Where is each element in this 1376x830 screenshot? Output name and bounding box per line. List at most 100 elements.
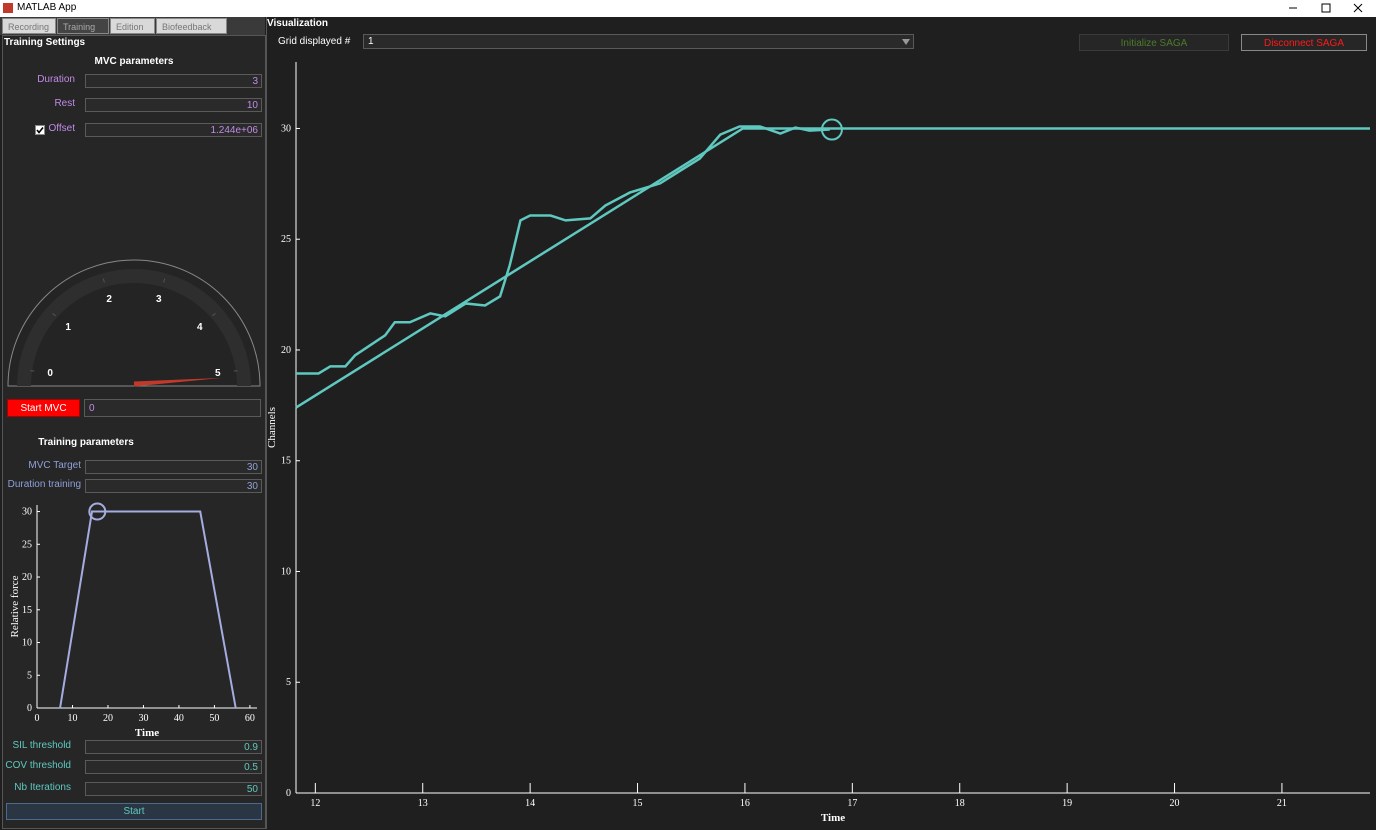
- current-marker: [88, 502, 107, 521]
- field-box[interactable]: 30: [85, 479, 262, 493]
- field-label: COV threshold: [5, 760, 71, 771]
- gauge-needle: [133, 377, 222, 387]
- y-tick-label: 30: [22, 507, 32, 518]
- x-tick-label: 0: [35, 713, 40, 724]
- field-value: 1.244e+06: [210, 125, 258, 136]
- gauge-tick: [52, 313, 56, 317]
- field-box[interactable]: 1.244e+06: [85, 123, 262, 137]
- field-box[interactable]: 0.5: [85, 760, 262, 774]
- y-tick-label: 10: [22, 638, 32, 649]
- grid-label: Grid displayed #: [278, 36, 351, 47]
- gauge-tick: [102, 278, 105, 283]
- panel-title: Training Settings: [4, 37, 86, 48]
- initialize-button[interactable]: Initialize SAGA: [1079, 34, 1229, 51]
- x-tick-label: 20: [1170, 798, 1180, 809]
- field-box[interactable]: 3: [85, 74, 262, 88]
- gauge: 0 1 2 3 4 5: [7, 259, 261, 387]
- y-axis-label: Relative force: [9, 575, 21, 637]
- app-icon: [3, 3, 13, 13]
- y-tick-label: 0: [286, 788, 291, 799]
- y-tick-label: 20: [22, 572, 32, 583]
- field-value: 10: [246, 100, 258, 111]
- settings-panel: [2, 35, 266, 829]
- field-label: Duration training: [7, 479, 81, 490]
- x-tick-label: 14: [525, 798, 535, 809]
- field-value: 0.9: [244, 742, 258, 753]
- x-axis-label: Time: [821, 812, 845, 824]
- tab[interactable]: Recording: [2, 18, 56, 34]
- window-title: MATLAB App: [17, 2, 77, 13]
- field-label: Duration: [37, 74, 75, 85]
- checkbox[interactable]: [35, 125, 45, 135]
- line-chart: 0 5 10 15 20 25 30 12 13 14 15 16 17 18 19 20 21 Time Chan…: [266, 62, 1370, 824]
- result-box[interactable]: 0: [84, 399, 261, 417]
- y-tick-label: 0: [27, 703, 32, 714]
- y-tick-label: 10: [281, 566, 291, 577]
- title-bar: [0, 0, 1376, 17]
- field-box[interactable]: 10: [85, 98, 262, 112]
- gauge-ring: [17, 269, 251, 387]
- y-tick-label: 30: [281, 123, 291, 134]
- field-label: Rest: [54, 98, 75, 109]
- y-tick-label: 5: [27, 670, 32, 681]
- field-value: 50: [246, 784, 258, 795]
- field-box[interactable]: 50: [85, 782, 262, 796]
- start-mvc-button[interactable]: Start MVC: [7, 399, 80, 417]
- y-axis-label: Channels: [266, 407, 278, 448]
- field-value: 0.5: [244, 762, 258, 773]
- visualization-panel: [266, 17, 1376, 829]
- checkbox-tick: [36, 127, 44, 134]
- x-tick-label: 21: [1277, 798, 1287, 809]
- x-tick-label: 10: [67, 713, 77, 724]
- close-icon: [1353, 3, 1363, 13]
- field-box[interactable]: 30: [85, 460, 262, 474]
- field-value: 3: [252, 76, 258, 87]
- x-tick-label: 15: [633, 798, 643, 809]
- x-tick-label: 60: [245, 713, 255, 724]
- x-tick-label: 17: [847, 798, 857, 809]
- x-tick-label: 30: [138, 713, 148, 724]
- section-title: MVC parameters: [94, 56, 174, 67]
- field-label: Offset: [48, 123, 76, 134]
- y-tick-label: 25: [281, 234, 291, 245]
- maximize-icon: [1321, 3, 1331, 13]
- field-label: SIL threshold: [12, 740, 71, 751]
- x-tick-label: 12: [310, 798, 320, 809]
- start-button[interactable]: Start: [6, 803, 262, 820]
- x-tick-label: 40: [174, 713, 184, 724]
- data-line: [296, 125, 830, 375]
- data-line: [59, 510, 237, 709]
- tab[interactable]: Biofeedback: [156, 18, 227, 34]
- window-controls: [1289, 3, 1363, 13]
- data-line: [295, 127, 1370, 409]
- x-tick-label: 20: [103, 713, 113, 724]
- gauge-tick-label: 0: [47, 368, 53, 379]
- field-box[interactable]: 0.9: [85, 740, 262, 754]
- line-chart: 0 5 10 15 20 25 30 0 10 20 30 40 50 60 Time Relative fo…: [9, 502, 257, 739]
- x-tick-label: 50: [209, 713, 219, 724]
- tab[interactable]: Edition: [110, 18, 155, 34]
- grid-dropdown[interactable]: 1: [363, 34, 914, 49]
- gauge-tick: [163, 278, 166, 283]
- tab[interactable]: Training: [57, 18, 109, 34]
- x-axis-label: Time: [135, 727, 159, 739]
- result-value: 0: [89, 403, 95, 414]
- y-tick-label: 15: [22, 605, 32, 616]
- x-tick-label: 18: [955, 798, 965, 809]
- y-tick-label: 20: [281, 345, 291, 356]
- field-value: 30: [246, 462, 258, 473]
- gauge-tick: [212, 313, 216, 317]
- y-tick-label: 25: [22, 539, 32, 550]
- section-title: Training parameters: [38, 437, 134, 448]
- field-label: MVC Target: [28, 460, 81, 471]
- disconnect-button[interactable]: Disconnect SAGA: [1241, 34, 1367, 51]
- x-tick-label: 16: [740, 798, 750, 809]
- gauge-tick-label: 1: [65, 322, 71, 333]
- gauge-tick-label: 2: [106, 294, 112, 305]
- visualization-title: Visualization: [267, 18, 328, 29]
- field-value: 30: [246, 481, 258, 492]
- y-tick-label: 5: [286, 677, 291, 688]
- current-marker: [820, 118, 843, 141]
- grid-value: 1: [368, 36, 374, 47]
